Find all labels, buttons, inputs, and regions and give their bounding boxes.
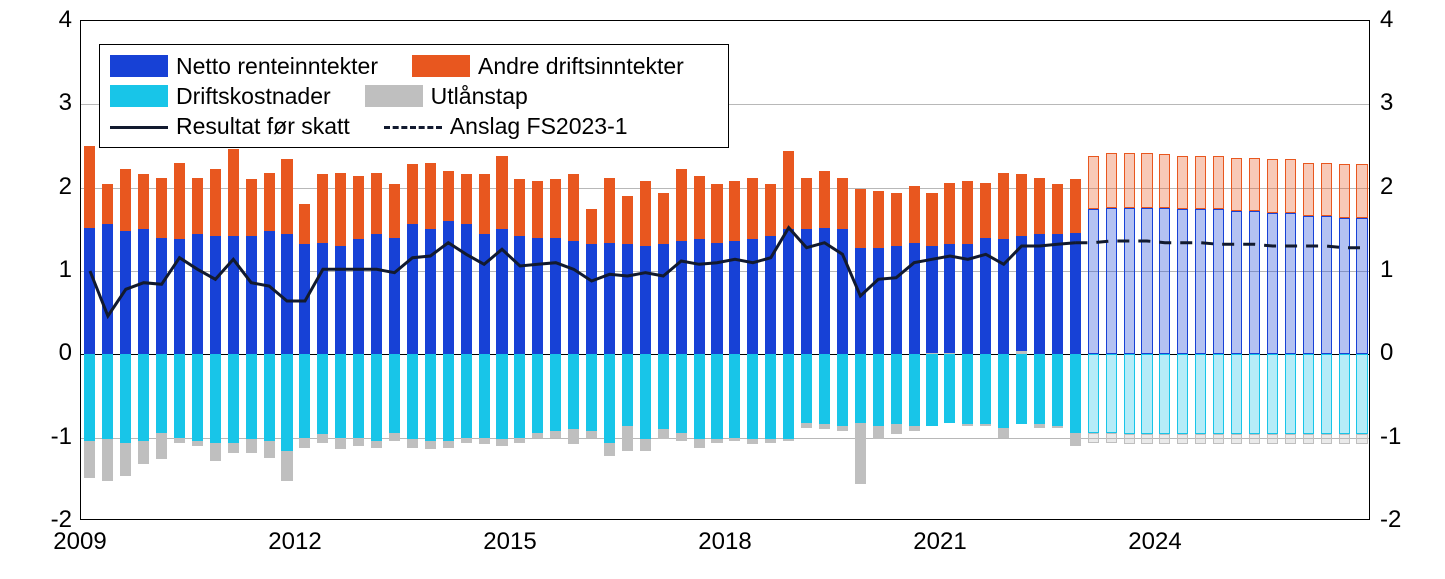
legend-swatch bbox=[110, 85, 168, 107]
legend-item: Resultat før skatt bbox=[110, 111, 350, 141]
legend-item: Driftskostnader bbox=[110, 81, 331, 111]
y-tick-left: 3 bbox=[0, 89, 72, 117]
legend-line-dashed bbox=[384, 115, 442, 137]
legend-label: Anslag FS2023-1 bbox=[450, 111, 628, 141]
legend-label: Driftskostnader bbox=[176, 81, 331, 111]
x-tick: 2009 bbox=[53, 528, 106, 556]
y-tick-right: -2 bbox=[1380, 506, 1401, 534]
legend-item: Utlånstap bbox=[365, 81, 528, 111]
legend-item: Andre driftsinntekter bbox=[412, 51, 684, 81]
y-tick-right: 3 bbox=[1380, 89, 1393, 117]
x-tick: 2015 bbox=[483, 528, 536, 556]
x-tick: 2024 bbox=[1128, 528, 1181, 556]
y-tick-left: 2 bbox=[0, 173, 72, 201]
legend-label: Netto renteinntekter bbox=[176, 51, 378, 81]
result-line bbox=[90, 228, 1075, 316]
legend-box: Netto renteinntekter Andre driftsinntekte… bbox=[99, 44, 729, 148]
legend-swatch bbox=[365, 85, 423, 107]
legend-item: Netto renteinntekter bbox=[110, 51, 378, 81]
legend-label: Resultat før skatt bbox=[176, 111, 350, 141]
y-tick-right: 2 bbox=[1380, 173, 1393, 201]
x-tick: 2012 bbox=[268, 528, 321, 556]
legend-swatch bbox=[110, 55, 168, 77]
y-tick-left: 0 bbox=[0, 339, 72, 367]
legend-label: Andre driftsinntekter bbox=[478, 51, 684, 81]
legend-label: Utlånstap bbox=[431, 81, 528, 111]
x-tick: 2021 bbox=[913, 528, 966, 556]
y-tick-left: 4 bbox=[0, 6, 72, 34]
forecast-line bbox=[1075, 241, 1362, 248]
y-tick-right: -1 bbox=[1380, 423, 1401, 451]
legend-item: Anslag FS2023-1 bbox=[384, 111, 628, 141]
y-tick-left: -1 bbox=[0, 423, 72, 451]
y-tick-right: 1 bbox=[1380, 256, 1393, 284]
y-tick-right: 4 bbox=[1380, 6, 1393, 34]
y-tick-left: 1 bbox=[0, 256, 72, 284]
x-tick: 2018 bbox=[698, 528, 751, 556]
legend-line-solid bbox=[110, 115, 168, 137]
bank-profitability-chart: Netto renteinntekter Andre driftsinntekte… bbox=[0, 0, 1445, 579]
legend-swatch bbox=[412, 55, 470, 77]
y-tick-right: 0 bbox=[1380, 339, 1393, 367]
